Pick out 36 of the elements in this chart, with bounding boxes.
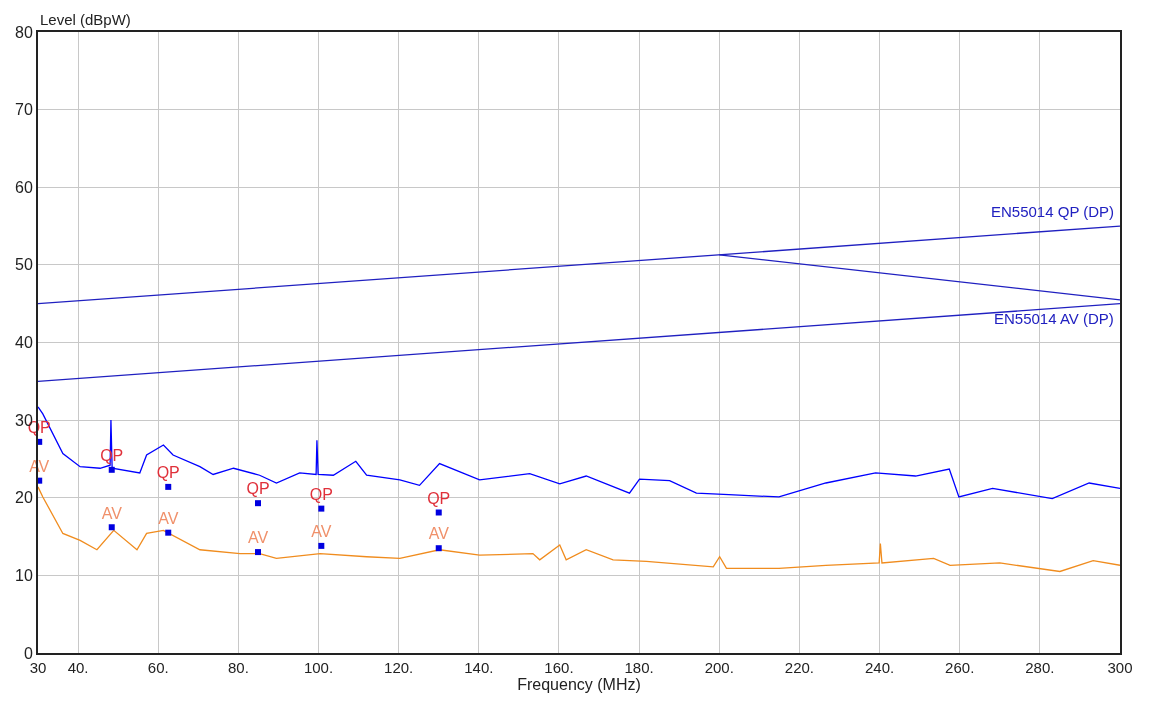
x-axis-title: Frequency (MHz) (517, 676, 641, 694)
y-tick-label: 40 (15, 334, 33, 352)
x-tick-label: 60. (147, 659, 169, 676)
data-label: AV (428, 525, 450, 543)
data-label: AV (101, 504, 123, 522)
y-tick-label: 10 (15, 566, 33, 584)
x-tick-label: 30 (29, 659, 47, 676)
x-tick-label: 200. (704, 659, 734, 676)
x-tick-label: 240. (864, 659, 895, 676)
y-tick-label: 50 (15, 256, 33, 274)
x-tick-label: 280. (1025, 659, 1055, 676)
x-tick-label: 140. (464, 659, 494, 676)
x-tick-label: 220. (784, 659, 815, 676)
data-label: AV (311, 523, 332, 541)
x-tick-label: 100. (303, 659, 334, 676)
y-tick-label: 20 (15, 489, 33, 507)
y-axis-title: Level (dBpW) (40, 11, 131, 28)
x-tick-label: 40. (67, 659, 89, 676)
x-tick-label: 260. (945, 659, 975, 676)
x-tick-label: 120. (384, 659, 414, 676)
x-tick-label: 80. (227, 659, 249, 676)
series-label: EN55014 AV (DP) (994, 310, 1114, 327)
data-label: AV (247, 529, 269, 547)
x-tick-label: 300 (1107, 659, 1133, 676)
y-tick-label: 60 (15, 178, 33, 196)
data-label: QP (427, 489, 451, 507)
x-tick-label: 160. (544, 659, 574, 676)
data-label: QP (156, 464, 180, 482)
y-tick-label: 80 (15, 23, 33, 41)
x-tick-label: 180. (624, 659, 654, 676)
series-label: EN55014 QP (DP) (991, 203, 1115, 220)
y-tick-label: 70 (15, 101, 33, 119)
data-label: AV (158, 509, 179, 527)
data-label: QP (246, 480, 270, 498)
data-label: QP (309, 485, 333, 503)
y-tick-label: 0 (23, 644, 33, 662)
